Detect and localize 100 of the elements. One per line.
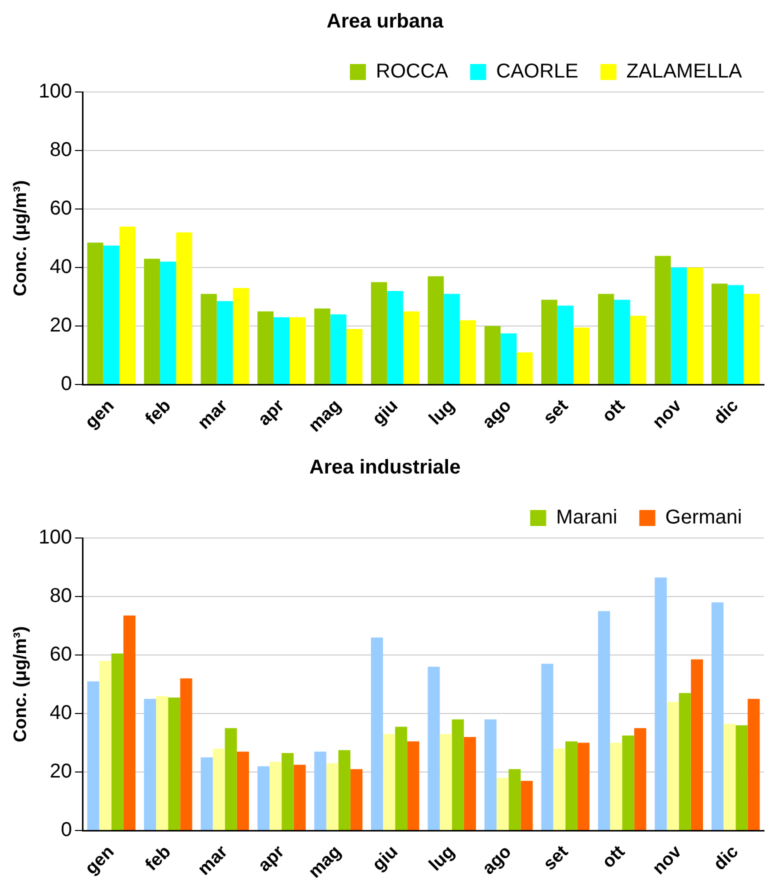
bar bbox=[387, 290, 404, 384]
x-tick-label: giu bbox=[368, 841, 402, 875]
bar bbox=[119, 226, 136, 384]
bar bbox=[712, 284, 728, 384]
x-tick-label: nov bbox=[648, 395, 686, 432]
bar bbox=[330, 314, 346, 384]
bar bbox=[484, 719, 497, 830]
bar bbox=[712, 602, 724, 830]
y-tick-label: 80 bbox=[50, 585, 72, 608]
bar bbox=[598, 294, 614, 384]
bar bbox=[724, 724, 736, 830]
bar bbox=[144, 258, 160, 384]
bar bbox=[290, 317, 306, 384]
bar bbox=[500, 333, 517, 384]
bar bbox=[144, 698, 156, 830]
bar bbox=[236, 752, 249, 830]
legend-label: Germani bbox=[665, 506, 742, 529]
bar bbox=[496, 778, 509, 830]
x-tick-label: dic bbox=[709, 395, 742, 428]
bar bbox=[557, 306, 574, 384]
bar bbox=[294, 764, 306, 830]
bar bbox=[654, 256, 671, 384]
bar bbox=[577, 742, 590, 830]
bar bbox=[428, 276, 444, 384]
bar bbox=[670, 268, 687, 384]
bar bbox=[508, 769, 521, 830]
bar bbox=[565, 741, 578, 830]
y-tick-label: 40 bbox=[50, 256, 72, 278]
x-tick-label: gen bbox=[80, 841, 118, 878]
bar bbox=[610, 742, 622, 830]
bar bbox=[350, 769, 362, 830]
bar bbox=[452, 719, 464, 830]
y-axis-title: Conc. (μg/m³) bbox=[10, 180, 30, 296]
bar bbox=[460, 320, 476, 384]
x-tick-label: feb bbox=[141, 841, 174, 875]
bar bbox=[573, 328, 590, 384]
y-axis-title: Conc. (μg/m³) bbox=[10, 626, 30, 742]
x-tick-label: ott bbox=[598, 395, 628, 426]
y-tick-label: 0 bbox=[60, 373, 72, 396]
bar bbox=[168, 697, 180, 830]
chart-title: Area urbana bbox=[326, 10, 444, 33]
bar bbox=[87, 681, 100, 830]
bar bbox=[224, 728, 237, 830]
bar bbox=[270, 762, 282, 830]
bar bbox=[744, 294, 760, 384]
bar bbox=[232, 288, 249, 384]
bar bbox=[326, 763, 338, 830]
y-tick-label: 40 bbox=[50, 702, 72, 724]
x-tick-label: set bbox=[539, 841, 572, 874]
bar bbox=[728, 285, 744, 384]
bar bbox=[103, 246, 120, 384]
y-tick-label: 100 bbox=[38, 80, 72, 103]
bar bbox=[99, 660, 112, 830]
bar bbox=[541, 300, 558, 384]
bar bbox=[160, 262, 176, 384]
bar bbox=[314, 308, 330, 384]
legend-label: CAORLE bbox=[496, 60, 578, 83]
legend-label: Marani bbox=[556, 506, 618, 529]
chart-title: Area industriale bbox=[309, 456, 461, 479]
x-tick-label: mar bbox=[194, 841, 232, 879]
bar bbox=[622, 735, 634, 830]
bar bbox=[553, 748, 566, 830]
legend-label: ZALAMELLA bbox=[626, 60, 743, 83]
bar bbox=[87, 242, 104, 384]
bar bbox=[678, 693, 691, 830]
bar bbox=[440, 734, 452, 830]
bar bbox=[541, 664, 554, 830]
bar bbox=[634, 728, 646, 830]
x-tick-label: giu bbox=[368, 395, 402, 429]
y-tick-label: 80 bbox=[50, 139, 72, 162]
bar bbox=[200, 757, 213, 830]
bar bbox=[314, 752, 326, 830]
bar bbox=[520, 780, 533, 830]
bar bbox=[123, 616, 136, 830]
bar bbox=[111, 654, 124, 830]
x-tick-label: ago bbox=[478, 395, 515, 432]
y-tick-label: 100 bbox=[38, 526, 72, 549]
bar bbox=[212, 748, 225, 830]
bar bbox=[654, 577, 667, 830]
x-tick-label: lug bbox=[424, 841, 458, 875]
bar bbox=[614, 300, 630, 384]
bar bbox=[630, 316, 646, 384]
bar bbox=[370, 637, 384, 830]
bar bbox=[736, 725, 748, 830]
bar bbox=[176, 232, 192, 384]
bar bbox=[383, 734, 396, 830]
bar bbox=[216, 301, 233, 384]
x-tick-label: mar bbox=[194, 395, 232, 433]
x-tick-label: gen bbox=[80, 395, 118, 432]
bar bbox=[200, 294, 217, 384]
bar bbox=[282, 753, 294, 830]
bar bbox=[257, 766, 270, 830]
y-tick-label: 60 bbox=[50, 198, 72, 220]
bar bbox=[403, 311, 420, 384]
x-tick-label: set bbox=[539, 395, 572, 428]
bar bbox=[748, 698, 760, 830]
bar bbox=[666, 702, 679, 830]
x-tick-label: lug bbox=[424, 395, 458, 429]
x-tick-label: apr bbox=[254, 841, 288, 876]
y-tick-label: 60 bbox=[50, 644, 72, 666]
